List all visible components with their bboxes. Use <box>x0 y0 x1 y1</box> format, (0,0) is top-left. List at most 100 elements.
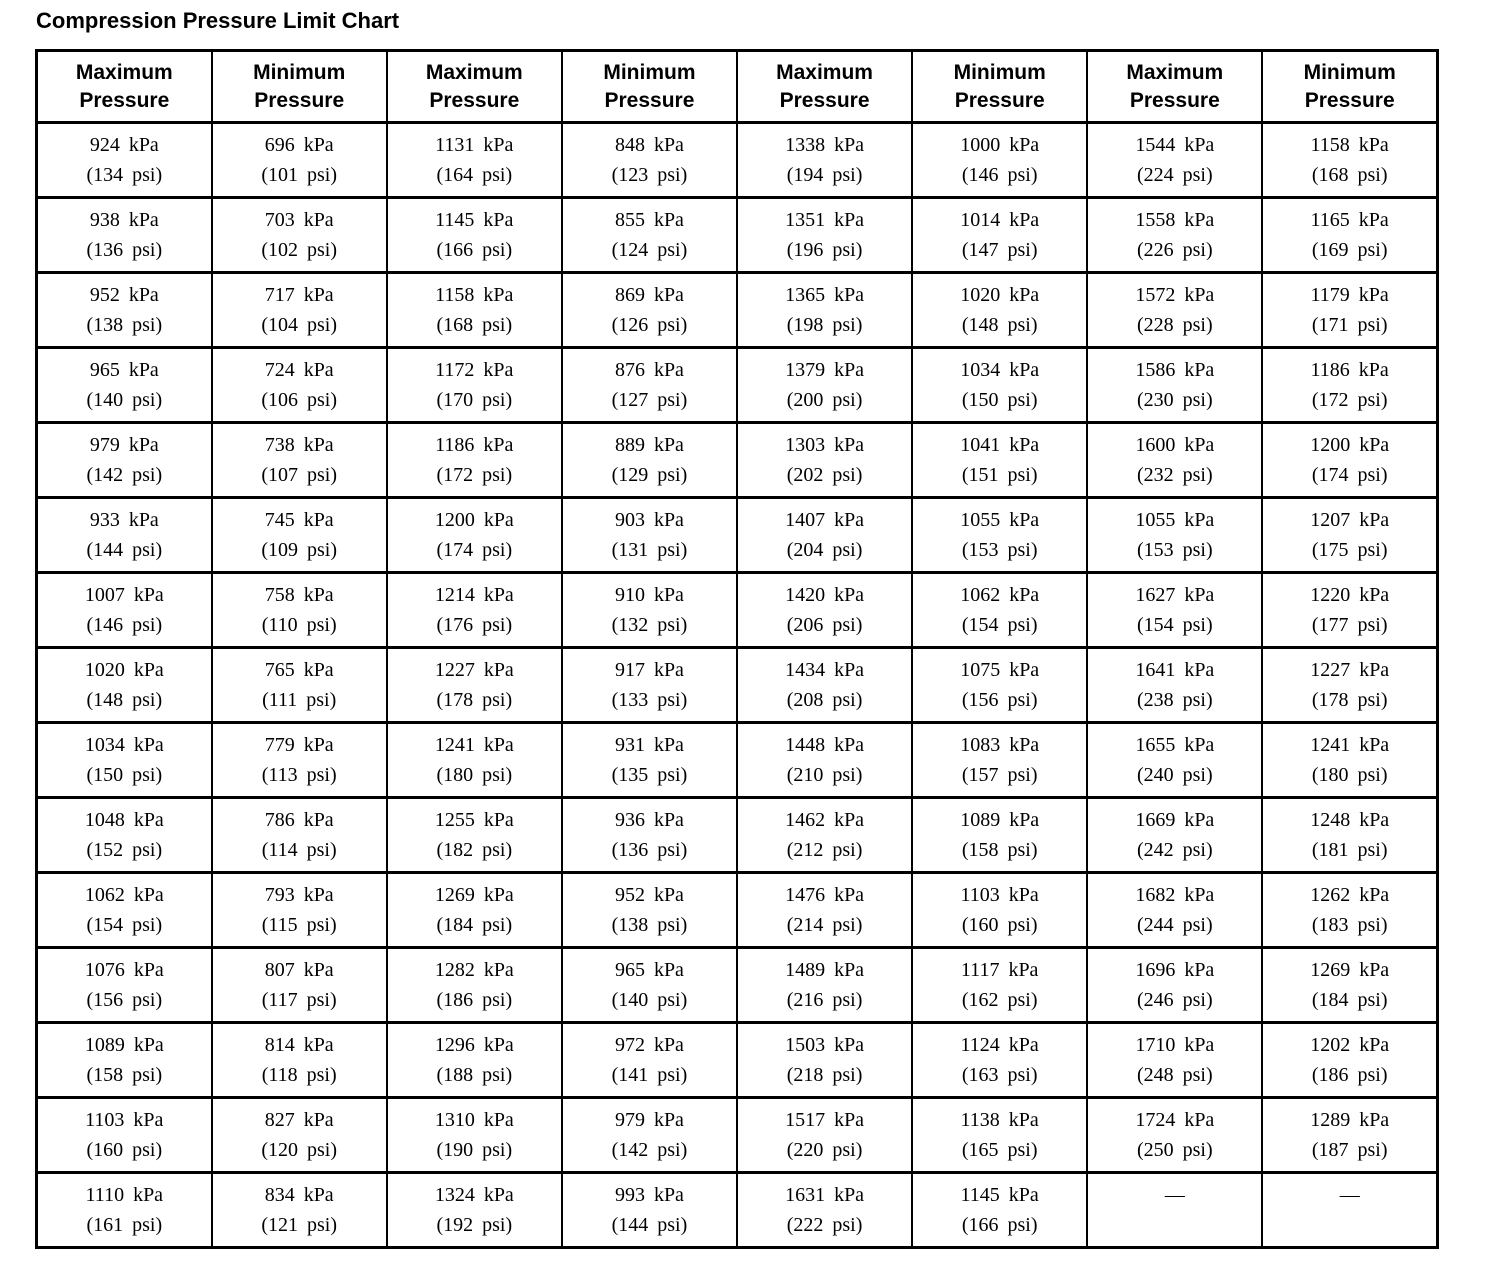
kpa-value: 1158 kPa <box>1310 134 1389 156</box>
kpa-value: 1503 kPa <box>785 1034 865 1056</box>
kpa-value: 1138 kPa <box>960 1109 1039 1131</box>
table-cell: 696 kPa (101 psi) <box>210 121 388 199</box>
psi-value: (226 psi) <box>1136 239 1213 261</box>
psi-value: (140 psi) <box>86 389 163 411</box>
table-cell: 1214 kPa (176 psi) <box>385 571 563 649</box>
table-row: 1020 kPa (148 psi) 765 kPa (111 psi) 1227 kP… <box>35 646 1439 724</box>
kpa-value: 1202 kPa <box>1310 1034 1390 1056</box>
kpa-value: 1324 kPa <box>434 1184 514 1206</box>
table-cell: 936 kPa (136 psi) <box>560 796 739 874</box>
kpa-value: 1076 kPa <box>84 959 164 981</box>
psi-value: (117 psi) <box>261 989 337 1011</box>
table-cell: 717 kPa (104 psi) <box>210 271 388 349</box>
kpa-value: 1724 kPa <box>1135 1109 1215 1131</box>
psi-value: (135 psi) <box>611 764 688 786</box>
kpa-value: 1462 kPa <box>785 809 865 831</box>
column-header: Maximum Pressure <box>35 49 213 124</box>
kpa-value: 1158 kPa <box>435 284 514 306</box>
psi-value: (147 psi) <box>961 239 1038 261</box>
psi-value: (240 psi) <box>1136 764 1213 786</box>
psi-value: (110 psi) <box>261 614 337 636</box>
table-cell: 1165 kPa (169 psi) <box>1261 196 1439 274</box>
table-cell: 1200 kPa (174 psi) <box>1261 421 1439 499</box>
table-cell: 869 kPa (126 psi) <box>560 271 739 349</box>
psi-value: (157 psi) <box>961 764 1038 786</box>
psi-value: (120 psi) <box>261 1139 338 1161</box>
psi-value: (165 psi) <box>961 1139 1038 1161</box>
table-cell: 1048 kPa (152 psi) <box>35 796 213 874</box>
psi-value: (192 psi) <box>436 1214 513 1236</box>
table-cell: 1324 kPa (192 psi) <box>385 1171 563 1249</box>
psi-value: (242 psi) <box>1136 839 1213 861</box>
psi-value: (154 psi) <box>1136 614 1213 636</box>
psi-value: (113 psi) <box>261 764 337 786</box>
table-cell: 1600 kPa (232 psi) <box>1086 421 1264 499</box>
psi-value: (111 psi) <box>262 689 337 711</box>
psi-value: (144 psi) <box>611 1214 688 1236</box>
table-cell: 1262 kPa (183 psi) <box>1261 871 1439 949</box>
psi-value: (250 psi) <box>1136 1139 1213 1161</box>
table-cell: 1503 kPa (218 psi) <box>735 1021 914 1099</box>
kpa-value: 745 kPa <box>264 509 334 531</box>
psi-value: (118 psi) <box>261 1064 337 1086</box>
table-cell: 1062 kPa (154 psi) <box>911 571 1089 649</box>
kpa-value: 765 kPa <box>264 659 334 681</box>
table-body: 924 kPa (134 psi) 696 kPa (101 psi) 1131 kPa… <box>35 121 1439 1249</box>
psi-value: (138 psi) <box>86 314 163 336</box>
psi-value: (198 psi) <box>786 314 863 336</box>
table-cell: 979 kPa (142 psi) <box>35 421 213 499</box>
kpa-value: 910 kPa <box>614 584 684 606</box>
psi-value: (163 psi) <box>961 1064 1038 1086</box>
table-row: 938 kPa (136 psi) 703 kPa (102 psi) 1145 kPa… <box>35 196 1439 274</box>
table-cell: 1145 kPa (166 psi) <box>911 1171 1089 1249</box>
table-cell: 889 kPa (129 psi) <box>560 421 739 499</box>
kpa-value: 1103 kPa <box>85 1109 164 1131</box>
table-cell: 1586 kPa (230 psi) <box>1086 346 1264 424</box>
kpa-value: 1000 kPa <box>960 134 1040 156</box>
psi-value: (246 psi) <box>1136 989 1213 1011</box>
psi-value: (136 psi) <box>86 239 163 261</box>
psi-value: (126 psi) <box>611 314 688 336</box>
table-cell: 1420 kPa (206 psi) <box>735 571 914 649</box>
psi-value: (196 psi) <box>786 239 863 261</box>
psi-value: (127 psi) <box>611 389 688 411</box>
table-cell: 1110 kPa (161 psi) <box>35 1171 213 1249</box>
kpa-value: 1172 kPa <box>435 359 514 381</box>
kpa-value: 696 kPa <box>264 134 334 156</box>
table-cell: 965 kPa (140 psi) <box>560 946 739 1024</box>
psi-value: (208 psi) <box>786 689 863 711</box>
table-cell: — <box>1261 1171 1439 1249</box>
psi-value: (206 psi) <box>786 614 863 636</box>
kpa-value: 1600 kPa <box>1135 434 1215 456</box>
table-cell: 903 kPa (131 psi) <box>560 496 739 574</box>
psi-value: (146 psi) <box>961 164 1038 186</box>
psi-value: (158 psi) <box>961 839 1038 861</box>
psi-value: (238 psi) <box>1136 689 1213 711</box>
psi-value: (104 psi) <box>261 314 338 336</box>
kpa-value: 703 kPa <box>264 209 334 231</box>
kpa-value: 1089 kPa <box>960 809 1040 831</box>
table-cell: 1241 kPa (180 psi) <box>1261 721 1439 799</box>
kpa-value: 1145 kPa <box>960 1184 1039 1206</box>
table-cell: 1083 kPa (157 psi) <box>911 721 1089 799</box>
table-cell: 1014 kPa (147 psi) <box>911 196 1089 274</box>
psi-value: (170 psi) <box>436 389 513 411</box>
kpa-value: 952 kPa <box>614 884 684 906</box>
kpa-value: 979 kPa <box>614 1109 684 1131</box>
psi-value: (106 psi) <box>261 389 338 411</box>
table-cell: 1476 kPa (214 psi) <box>735 871 914 949</box>
table-cell: 1669 kPa (242 psi) <box>1086 796 1264 874</box>
kpa-value: 1165 kPa <box>1310 209 1389 231</box>
kpa-value: 1262 kPa <box>1310 884 1390 906</box>
kpa-value: 1365 kPa <box>785 284 865 306</box>
table-cell: 1269 kPa (184 psi) <box>385 871 563 949</box>
kpa-value: 1296 kPa <box>434 1034 514 1056</box>
table-cell: 1103 kPa (160 psi) <box>35 1096 213 1174</box>
kpa-value: 1655 kPa <box>1135 734 1215 756</box>
kpa-value: 717 kPa <box>264 284 334 306</box>
table-cell: 910 kPa (132 psi) <box>560 571 739 649</box>
table-cell: 917 kPa (133 psi) <box>560 646 739 724</box>
kpa-value: 1434 kPa <box>785 659 865 681</box>
table-row: 952 kPa (138 psi) 717 kPa (104 psi) 1158 kPa… <box>35 271 1439 349</box>
table-cell: 952 kPa (138 psi) <box>35 271 213 349</box>
